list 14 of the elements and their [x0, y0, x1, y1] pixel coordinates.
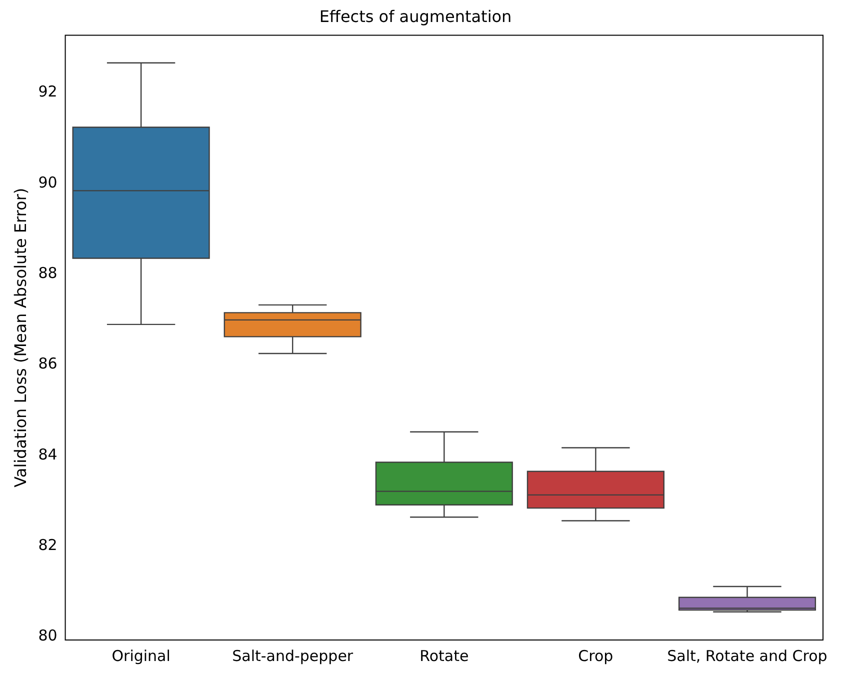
x-tick-label: Original	[112, 646, 170, 665]
x-tick-label: Crop	[578, 646, 614, 665]
y-tick-label: 82	[38, 536, 58, 554]
y-tick-label: 92	[38, 82, 58, 101]
y-tick-label: 90	[38, 173, 58, 192]
x-tick-label: Salt, Rotate and Crop	[667, 646, 828, 665]
y-tick-label: 80	[38, 626, 58, 645]
x-tick-label: Rotate	[420, 646, 469, 665]
y-tick-label: 86	[38, 354, 58, 373]
y-tick-label: 84	[38, 445, 58, 464]
x-tick-label: Salt-and-pepper	[232, 646, 354, 665]
y-axis-title: Validation Loss (Mean Absolute Error)	[10, 188, 30, 488]
y-tick-label: 88	[38, 264, 58, 282]
chart-title: Effects of augmentation	[319, 6, 512, 26]
